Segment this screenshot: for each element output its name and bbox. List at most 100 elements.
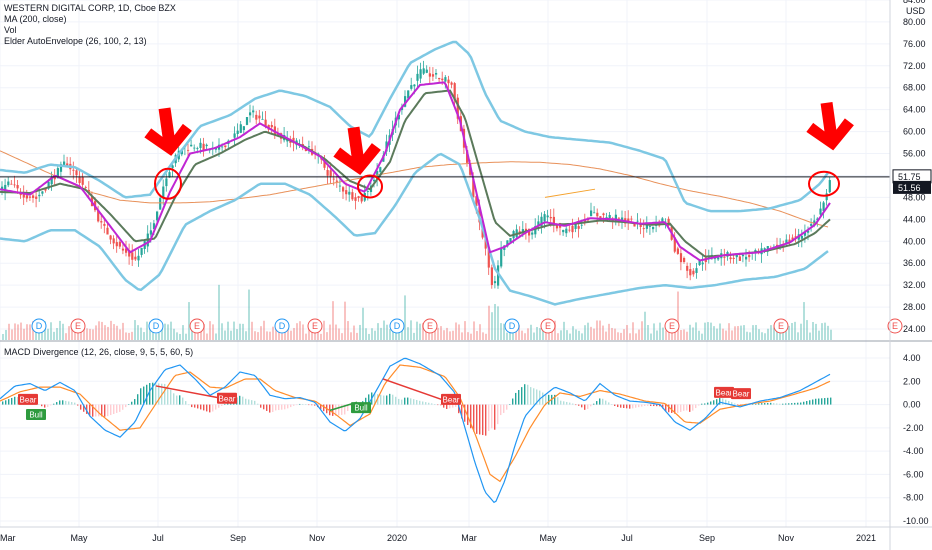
candle-body: [565, 228, 568, 234]
volume-bar: [485, 333, 487, 340]
volume-bar: [764, 333, 766, 340]
macd-grid: [0, 357, 890, 522]
volume-bar: [362, 307, 364, 340]
volume-bar: [122, 322, 124, 340]
volume-bar: [284, 326, 286, 340]
candle-body: [28, 196, 32, 198]
volume-bar: [173, 328, 175, 340]
volume-bar: [572, 326, 574, 340]
candle-body: [81, 177, 84, 185]
candle-body: [233, 133, 236, 138]
candle-body: [639, 223, 642, 227]
time-tick-label: May: [539, 533, 557, 543]
volume-bar: [260, 326, 262, 340]
macd-hist-bar: [695, 404, 697, 409]
volume-bar: [344, 301, 346, 340]
volume-bar: [593, 328, 595, 340]
candle-body: [115, 242, 118, 247]
volume-bar: [83, 326, 85, 340]
candle-body: [221, 146, 224, 148]
macd-hist-bar: [77, 404, 79, 406]
time-tick-label: Jul: [621, 533, 633, 543]
volume-bar: [656, 330, 658, 340]
macd-hist-bar: [197, 404, 199, 409]
candle-body: [810, 223, 813, 226]
candle-body: [521, 229, 524, 234]
candle-body: [276, 133, 280, 136]
vol-legend[interactable]: Vol: [4, 25, 17, 35]
volume-bar: [302, 324, 304, 340]
candle-body: [100, 221, 103, 223]
macd-hist-bar: [278, 404, 280, 411]
macd-hist-bar: [725, 399, 727, 405]
volume-bar: [560, 330, 562, 340]
macd-hist-bar: [224, 404, 226, 405]
candle-body: [419, 69, 422, 79]
volume-bar: [272, 326, 274, 340]
macd-hist-bar: [167, 386, 169, 405]
volume-bar: [581, 333, 583, 340]
candle-body: [236, 130, 239, 134]
volume-bar: [257, 332, 259, 340]
macd-axis[interactable]: 4.00 2.00 0.00 -2.00 -4.00 -6.00 -8.00 -10.00: [903, 353, 929, 526]
macd-hist-bar: [722, 398, 724, 405]
candle-body: [78, 177, 81, 183]
volume-bar: [806, 320, 808, 340]
volume-bar: [743, 325, 745, 340]
candle-body: [326, 170, 329, 176]
volume-bar: [305, 333, 307, 340]
volume-bar: [440, 326, 442, 340]
volume-bar: [98, 321, 100, 340]
macd-hist-bar: [698, 404, 700, 406]
candle-body: [794, 236, 797, 239]
time-axis[interactable]: Mar May Jul Sep Nov 2020 Mar May Jul Sep Nov 2021: [0, 533, 876, 543]
macd-hist-bar: [416, 399, 418, 405]
macd-hist-bar: [218, 404, 220, 408]
volume-bar: [599, 320, 601, 340]
macd-hist-bar: [566, 401, 568, 405]
candle-body: [593, 212, 596, 214]
volume-bar: [758, 329, 760, 340]
earnings-marker: [422, 318, 438, 334]
envelope-upper: [0, 40, 830, 213]
macd-hist-bar: [734, 403, 736, 405]
volume-bar: [410, 320, 412, 340]
macd-hist-bar: [533, 388, 535, 405]
volume-bar: [359, 324, 361, 340]
candle-body: [47, 181, 50, 189]
volume-bar: [44, 321, 46, 340]
macd-hist-bar: [212, 404, 214, 412]
volume-bar: [116, 325, 118, 340]
candle-body: [156, 211, 159, 221]
macd-hist-bar: [674, 404, 676, 414]
macd-hist-bar: [134, 399, 136, 405]
ma-legend[interactable]: MA (200, close): [4, 14, 67, 24]
symbol-title[interactable]: WESTERN DIGITAL CORP, 1D, Cboe BZX: [4, 3, 176, 13]
earnings-marker: [70, 318, 86, 334]
macd-hist-bar: [83, 404, 85, 412]
volume-bar: [101, 321, 103, 340]
volume-bar: [653, 323, 655, 340]
volume-bar: [143, 332, 145, 340]
candle-body: [717, 257, 720, 260]
volume-bar: [626, 325, 628, 340]
volume-bar: [713, 326, 715, 340]
macd-hist-bar: [65, 400, 67, 405]
volume-bar: [827, 325, 829, 340]
price-axis[interactable]: 84.00 80.00 76.00 72.00 68.00 64.00 60.00 56.00…: [892, 0, 932, 334]
volume-bar: [698, 330, 700, 340]
volume-bar: [110, 320, 112, 340]
candle-body: [224, 145, 227, 148]
macd-hist-bar: [116, 404, 118, 413]
volume-bar: [275, 326, 277, 340]
macd-legend[interactable]: MACD Divergence (12, 26, close, 9, 5, 5,…: [4, 347, 193, 358]
macd-hist-bar: [575, 404, 577, 406]
envelope-lower: [0, 152, 829, 306]
macd-hist-bar: [818, 398, 820, 405]
envelope-legend[interactable]: Elder AutoEnvelope (26, 100, 2, 13): [4, 36, 147, 46]
macd-hist-bar: [194, 404, 196, 408]
bull-tag: [351, 402, 371, 414]
macd-hist-bar: [539, 390, 541, 405]
